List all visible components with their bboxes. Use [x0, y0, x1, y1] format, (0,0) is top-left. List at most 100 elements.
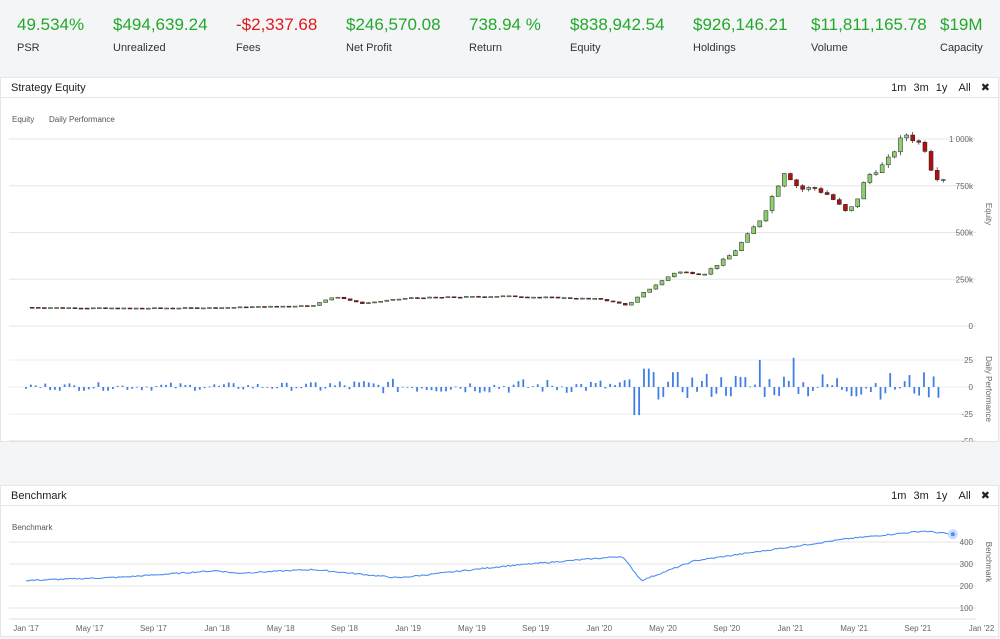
- daily-performance-bar: [532, 386, 534, 388]
- candle: [659, 280, 665, 286]
- daily-performance-bar: [165, 384, 167, 387]
- close-icon[interactable]: ✖: [980, 490, 990, 502]
- daily-performance-bar: [387, 381, 389, 387]
- y-tick-label: 750k: [956, 182, 974, 191]
- daily-performance-bar: [488, 387, 491, 393]
- candle: [451, 296, 457, 298]
- range-selector: 1m 3m 1y All ✖: [887, 81, 990, 94]
- candle: [580, 297, 585, 300]
- candle: [525, 296, 530, 299]
- range-3m-button[interactable]: 3m: [913, 490, 929, 502]
- candle: [353, 300, 359, 303]
- candle: [72, 307, 78, 309]
- candle: [121, 307, 127, 310]
- range-1m-button[interactable]: 1m: [891, 490, 907, 502]
- panel-title: Benchmark: [11, 490, 67, 502]
- candle: [592, 298, 597, 300]
- x-tick-label: May '20: [649, 624, 677, 633]
- range-1y-button[interactable]: 1y: [935, 82, 948, 94]
- candle: [139, 307, 145, 310]
- daily-performance-bar: [300, 387, 303, 389]
- daily-performance-bar: [285, 382, 288, 387]
- daily-performance-bar: [517, 381, 520, 387]
- candle: [188, 307, 194, 309]
- panel-header: Strategy Equity 1m 3m 1y All ✖: [1, 78, 998, 98]
- daily-performance-bar: [493, 384, 496, 387]
- daily-performance-bar: [305, 383, 307, 387]
- daily-performance-bar: [696, 387, 698, 392]
- candle: [97, 307, 102, 309]
- daily-performance-bar: [860, 387, 863, 395]
- candle: [194, 307, 200, 309]
- stat-value: $19M: [940, 15, 983, 34]
- stat-return: 738.94 % Return: [469, 14, 541, 54]
- candle: [610, 300, 616, 303]
- x-tick-label: Jan '21: [778, 624, 804, 633]
- range-all-button[interactable]: All: [958, 82, 971, 94]
- daily-performance-bar: [879, 387, 882, 400]
- x-tick-label: Jan '18: [204, 624, 230, 633]
- candle: [604, 299, 610, 302]
- range-1y-button[interactable]: 1y: [935, 490, 948, 502]
- daily-performance-bar: [589, 381, 592, 387]
- range-all-button[interactable]: All: [958, 490, 971, 502]
- daily-performance-bar: [913, 387, 916, 394]
- daily-performance-bar: [739, 376, 742, 387]
- y-tick-label: 25: [964, 356, 973, 365]
- daily-performance-bar: [237, 387, 240, 389]
- candle: [488, 296, 494, 298]
- daily-performance-bar: [203, 387, 206, 389]
- candle: [635, 296, 640, 303]
- daily-performance-bar: [353, 381, 356, 387]
- daily-performance-bar: [787, 380, 790, 387]
- daily-performance-bar: [483, 387, 486, 392]
- daily-performance-bar: [599, 380, 602, 387]
- candle: [421, 297, 426, 300]
- candle: [574, 298, 579, 300]
- candle: [549, 296, 555, 299]
- daily-performance-bar: [792, 357, 795, 387]
- x-tick-label: Jan '17: [13, 624, 39, 633]
- daily-performance-bar: [449, 387, 452, 390]
- daily-performance-bar: [676, 372, 679, 387]
- daily-performance-bar: [831, 385, 834, 387]
- x-tick-label: Jan '20: [587, 624, 613, 633]
- close-icon[interactable]: ✖: [980, 82, 990, 94]
- candle: [788, 173, 793, 181]
- candle: [213, 307, 218, 309]
- candle: [54, 307, 59, 309]
- daily-performance-bar: [136, 386, 138, 388]
- candle: [800, 185, 805, 190]
- candle: [519, 296, 524, 298]
- daily-performance-bar: [522, 379, 525, 387]
- daily-performance-bar: [435, 387, 438, 392]
- range-3m-button[interactable]: 3m: [913, 82, 929, 94]
- daily-performance-bar: [102, 387, 105, 391]
- daily-performance-bar: [29, 384, 32, 387]
- stat-label: Holdings: [693, 42, 736, 54]
- candle: [720, 258, 726, 266]
- daily-performance-bar: [367, 382, 370, 387]
- benchmark-panel: Benchmark 1m 3m 1y All ✖ Benchmark 100 200…: [0, 485, 999, 637]
- candle: [855, 198, 860, 208]
- candle: [739, 242, 744, 251]
- equity-chart: Equity Daily Performance 0 250k 500k 750k 1 00…: [9, 115, 993, 442]
- candle: [843, 204, 848, 211]
- benchmark-line: [25, 530, 953, 582]
- stat-label: Capacity: [940, 42, 983, 54]
- stats-bar: 49.534% PSR $494,639.24 Unrealized -$2,337.6…: [0, 0, 1000, 74]
- daily-performance-bar: [266, 387, 269, 388]
- daily-performance-bar: [700, 380, 703, 387]
- candle: [916, 140, 922, 143]
- daily-performance-bar: [276, 387, 278, 389]
- candle: [133, 307, 139, 310]
- candle: [763, 210, 769, 222]
- range-1m-button[interactable]: 1m: [891, 82, 907, 94]
- candle: [928, 151, 934, 171]
- daily-performance-bar: [705, 373, 708, 387]
- x-tick-label: Sep '20: [713, 624, 740, 633]
- candle: [152, 307, 157, 310]
- daily-performance-bar: [927, 387, 930, 398]
- candle: [531, 296, 536, 299]
- candle: [433, 296, 438, 299]
